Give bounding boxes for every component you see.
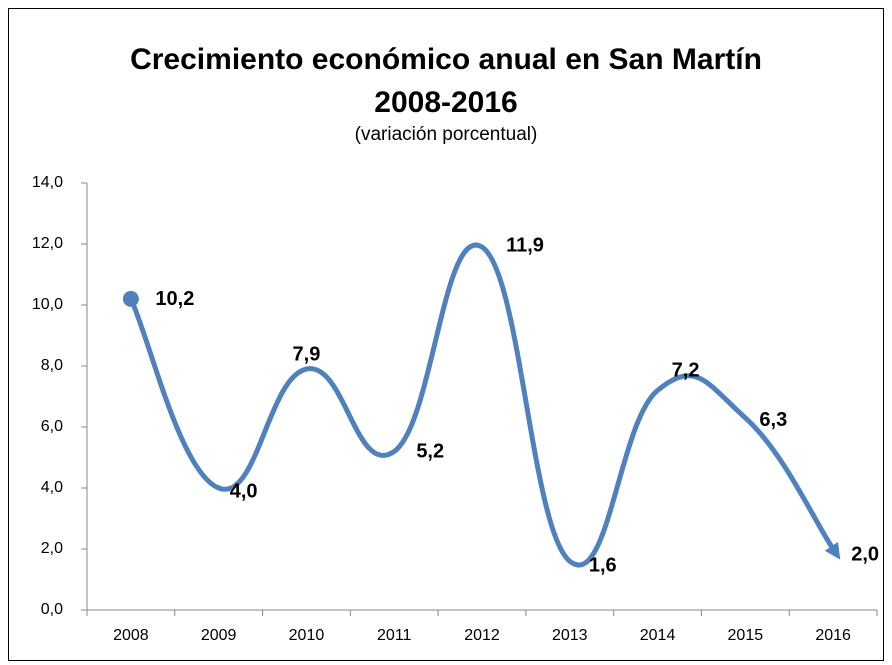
data-label: 7,9 bbox=[293, 343, 321, 365]
data-label: 10,2 bbox=[155, 288, 194, 310]
y-tick-label: 8,0 bbox=[41, 357, 63, 374]
x-tick-label: 2010 bbox=[289, 627, 325, 644]
x-tick-label: 2008 bbox=[113, 627, 149, 644]
chart-title: Crecimiento económico anual en San Martí… bbox=[130, 43, 762, 119]
y-tick-label: 10,0 bbox=[32, 296, 63, 313]
x-tick-label: 2015 bbox=[728, 627, 764, 644]
x-tick-label: 2012 bbox=[464, 627, 500, 644]
x-tick-label: 2013 bbox=[552, 627, 588, 644]
x-tick-label: 2009 bbox=[201, 627, 237, 644]
y-tick-label: 0,0 bbox=[41, 601, 63, 618]
y-tick-label: 2,0 bbox=[41, 540, 63, 557]
series-line bbox=[128, 242, 841, 568]
data-label: 5,2 bbox=[416, 441, 444, 463]
y-tick-label: 6,0 bbox=[41, 418, 63, 435]
y-tick-label: 4,0 bbox=[41, 479, 63, 496]
x-tick-label: 2011 bbox=[377, 627, 412, 644]
start-marker bbox=[122, 290, 139, 307]
chart-frame bbox=[8, 8, 884, 661]
y-tick-label: 12,0 bbox=[32, 235, 63, 252]
x-tick-label: 2016 bbox=[815, 627, 851, 644]
data-label: 7,2 bbox=[672, 360, 700, 382]
y-tick-label: 14,0 bbox=[32, 174, 63, 191]
x-tick-label: 2014 bbox=[640, 627, 676, 644]
data-label: 2,0 bbox=[851, 543, 879, 565]
data-label: 1,6 bbox=[589, 554, 617, 576]
data-label: 4,0 bbox=[230, 480, 258, 502]
data-label: 6,3 bbox=[759, 409, 787, 431]
chart-subtitle: (variación porcentual) bbox=[354, 124, 538, 145]
data-label: 11,9 bbox=[506, 234, 544, 256]
